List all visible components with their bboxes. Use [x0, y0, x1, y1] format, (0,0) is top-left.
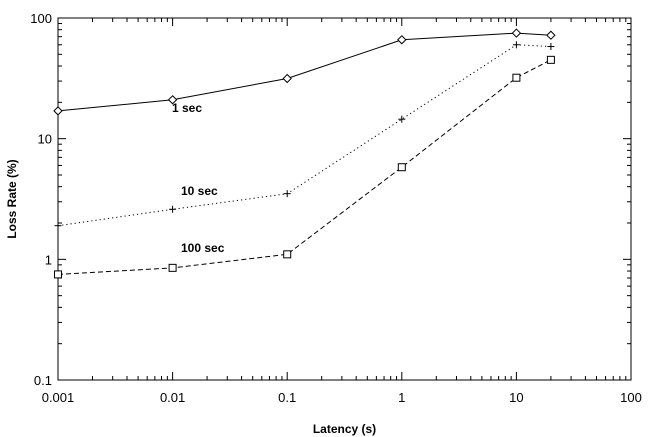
plot-frame: [57, 17, 632, 381]
series-1-sec: [53, 28, 556, 116]
square-marker: [512, 73, 521, 82]
y-tick-label: 0.1: [34, 373, 52, 388]
x-tick-label: 10: [509, 390, 523, 405]
plus-marker: [547, 43, 555, 51]
plus-marker: [398, 115, 406, 123]
series-line: [57, 59, 552, 275]
x-tick-label: 0.001: [42, 390, 75, 405]
diamond-marker: [282, 73, 292, 84]
square-marker: [397, 163, 406, 172]
x-axis-title: Latency (s): [313, 422, 376, 436]
plus-marker: [169, 205, 177, 213]
x-tick-label: 1: [398, 390, 405, 405]
series-label: 100 sec: [181, 241, 225, 255]
square-marker: [54, 270, 62, 279]
plus-marker: [54, 222, 62, 230]
plus-marker: [283, 190, 291, 198]
x-tick-label: 0.1: [278, 390, 296, 405]
y-tick-label: 100: [30, 11, 52, 26]
diamond-marker: [511, 28, 522, 38]
y-tick-label: 10: [38, 132, 52, 147]
series-100-sec: [54, 55, 555, 279]
x-tick-label: 100: [620, 390, 642, 405]
series-line: [57, 44, 551, 227]
series-labels: 1 sec 10 sec 100 sec: [172, 101, 225, 255]
series-line: [57, 32, 551, 112]
diamond-marker: [546, 30, 556, 40]
diamond-marker: [397, 35, 407, 45]
x-tick-label: 0.01: [160, 390, 185, 405]
series-label: 10 sec: [181, 184, 218, 198]
diamond-marker: [53, 106, 63, 116]
series-10-sec: [54, 41, 555, 230]
plus-marker: [512, 41, 520, 49]
y-axis-title: Loss Rate (%): [5, 159, 19, 238]
series-label: 1 sec: [172, 101, 202, 115]
diamond-marker: [167, 95, 178, 105]
axis-ticks: [57, 17, 632, 381]
square-marker: [283, 250, 292, 259]
y-tick-label: 1: [45, 252, 52, 267]
series-layer: [53, 28, 556, 279]
square-marker: [168, 263, 177, 272]
square-marker: [546, 55, 555, 64]
axis-tick-labels: 0.001 0.01 0.1 1 10 100 0.1 1 10 100: [30, 11, 642, 405]
